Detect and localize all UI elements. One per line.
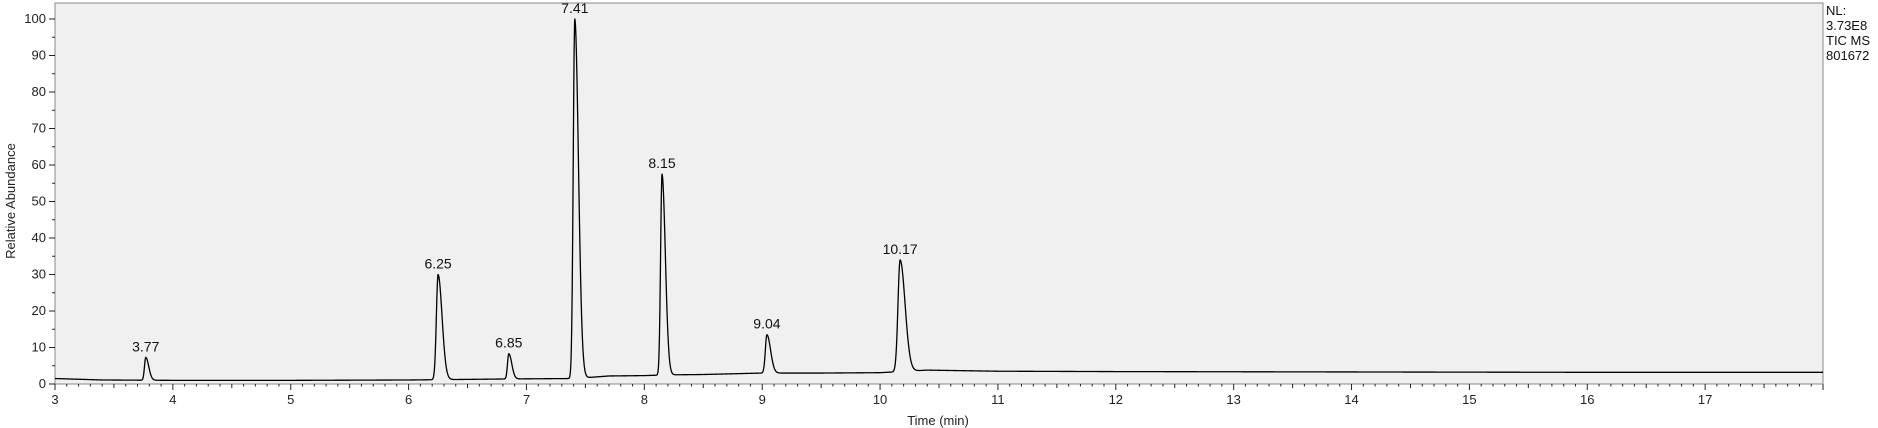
peak-labels: 3.77 6.25 6.85 7.41 8.15 9.04 10.17 xyxy=(132,0,918,354)
y-axis-title: Relative Abundance xyxy=(3,143,18,259)
y-tick-label: 30 xyxy=(32,267,46,282)
peak-label: 8.15 xyxy=(648,155,675,171)
y-tick-label: 70 xyxy=(32,121,46,136)
x-tick-label: 11 xyxy=(991,392,1005,407)
peak-label: 6.25 xyxy=(424,256,451,272)
peak-label: 7.41 xyxy=(561,0,588,16)
y-tick-label: 20 xyxy=(32,303,46,318)
x-axis-title: Time (min) xyxy=(907,413,969,428)
peak-label: 6.85 xyxy=(495,335,522,351)
chromatogram-trace xyxy=(54,18,1824,381)
side-info-line: 3.73E8 xyxy=(1826,18,1867,33)
y-tick-label: 0 xyxy=(39,376,46,391)
x-axis: 3 4 5 6 7 8 9 10 11 12 13 14 15 16 17 xyxy=(51,384,1824,407)
side-info-line: 801672 xyxy=(1826,48,1869,63)
x-tick-label: 17 xyxy=(1698,392,1712,407)
x-tick-label: 9 xyxy=(759,392,766,407)
y-axis: 0 10 20 30 40 50 60 70 80 90 100 xyxy=(24,11,55,391)
x-tick-label: 16 xyxy=(1580,392,1594,407)
x-tick-label: 4 xyxy=(169,392,176,407)
y-tick-label: 100 xyxy=(24,11,46,26)
y-tick-label: 10 xyxy=(32,340,46,355)
x-tick-label: 13 xyxy=(1226,392,1240,407)
y-tick-label: 90 xyxy=(32,48,46,63)
side-info-line: TIC MS xyxy=(1826,33,1870,48)
side-info-line: NL: xyxy=(1826,3,1846,18)
y-tick-label: 80 xyxy=(32,84,46,99)
x-tick-label: 3 xyxy=(51,392,58,407)
x-tick-label: 5 xyxy=(287,392,294,407)
x-tick-label: 10 xyxy=(873,392,887,407)
x-tick-label: 7 xyxy=(523,392,530,407)
peak-label: 3.77 xyxy=(132,338,159,354)
y-tick-label: 40 xyxy=(32,230,46,245)
x-tick-label: 6 xyxy=(405,392,412,407)
x-tick-label: 8 xyxy=(641,392,648,407)
plot-area xyxy=(54,2,1824,385)
peak-label: 9.04 xyxy=(753,316,780,332)
x-tick-label: 14 xyxy=(1344,392,1358,407)
x-tick-label: 15 xyxy=(1462,392,1476,407)
y-tick-label: 60 xyxy=(32,157,46,172)
x-tick-label: 12 xyxy=(1109,392,1123,407)
y-tick-label: 50 xyxy=(32,194,46,209)
peak-label: 10.17 xyxy=(883,241,918,257)
